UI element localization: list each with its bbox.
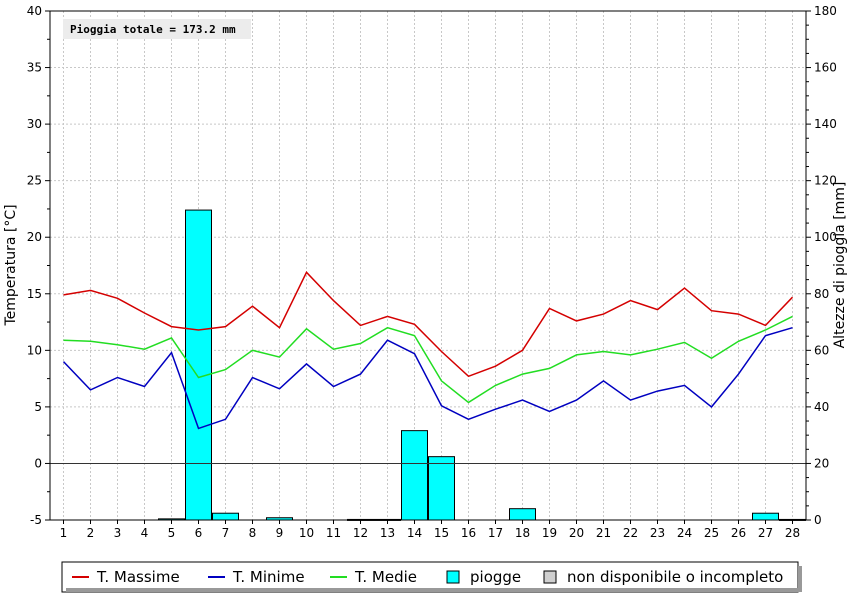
left-tick-label: 30 <box>27 117 42 131</box>
x-tick-label: 3 <box>114 526 122 540</box>
x-tick-label: 8 <box>249 526 257 540</box>
legend-label-t-massime: T. Massime <box>96 568 180 586</box>
total-rain-annotation: Pioggia totale = 173.2 mm <box>63 19 251 39</box>
rain-bar <box>212 512 239 521</box>
x-tick-label: 16 <box>461 526 476 540</box>
legend-shadow-right <box>798 566 802 592</box>
legend-swatch-piogge <box>446 570 460 584</box>
x-tick-label: 12 <box>353 526 368 540</box>
x-tick-label: 2 <box>87 526 95 540</box>
axes: -505101520253035400204060801001201401601… <box>27 4 837 540</box>
legend-frame <box>61 561 799 593</box>
series-line-t-minime <box>62 326 793 430</box>
x-tick-label: 17 <box>488 526 503 540</box>
left-tick-label: -5 <box>30 513 42 527</box>
rain-bar <box>509 508 536 521</box>
legend-swatch-non-disponibile-o-incompleto <box>543 570 557 584</box>
right-tick-label: 100 <box>814 230 837 244</box>
left-tick-label: 40 <box>27 4 42 18</box>
left-tick-label: 0 <box>34 456 42 470</box>
legend-label-t-medie: T. Medie <box>354 568 417 586</box>
x-tick-label: 19 <box>542 526 557 540</box>
right-tick-label: 60 <box>814 343 829 357</box>
right-tick-label: 80 <box>814 287 829 301</box>
left-tick-label: 5 <box>34 400 42 414</box>
rain-bar <box>428 456 455 521</box>
left-tick-label: 25 <box>27 174 42 188</box>
x-tick-label: 20 <box>569 526 584 540</box>
x-tick-label: 5 <box>168 526 176 540</box>
legend-label-non-disponibile-o-incompleto: non disponibile o incompleto <box>567 568 783 586</box>
series-line-t-medie <box>63 315 793 404</box>
annotation-text: Pioggia totale = 173.2 mm <box>70 23 236 36</box>
x-tick-label: 10 <box>299 526 314 540</box>
left-tick-label: 35 <box>27 61 42 75</box>
x-tick-label: 22 <box>623 526 638 540</box>
x-tick-label: 6 <box>195 526 203 540</box>
x-tick-label: 23 <box>650 526 665 540</box>
x-tick-label: 4 <box>141 526 149 540</box>
rain-bar <box>752 512 779 521</box>
x-tick-label: 18 <box>515 526 530 540</box>
x-tick-label: 28 <box>785 526 800 540</box>
plot-frame <box>49 10 807 521</box>
x-tick-label: 26 <box>731 526 746 540</box>
x-tick-label: 11 <box>326 526 341 540</box>
legend-label-t-minime: T. Minime <box>232 568 305 586</box>
left-tick-label: 10 <box>27 343 42 357</box>
x-tick-label: 1 <box>60 526 68 540</box>
right-tick-label: 180 <box>814 4 837 18</box>
x-tick-label: 14 <box>407 526 422 540</box>
right-tick-label: 40 <box>814 400 829 414</box>
x-tick-label: 27 <box>758 526 773 540</box>
right-axis-title: Altezze di pioggia [mm] <box>832 182 848 349</box>
right-tick-label: 0 <box>814 513 822 527</box>
annotation-background <box>63 19 251 39</box>
x-tick-label: 24 <box>677 526 692 540</box>
left-axis-title: Temperatura [°C] <box>3 204 19 326</box>
right-tick-label: 20 <box>814 456 829 470</box>
legend-label-piogge: piogge <box>470 568 521 586</box>
legend-shadow-bottom <box>66 588 802 592</box>
rain-bar <box>401 430 428 521</box>
right-tick-label: 140 <box>814 117 837 131</box>
left-tick-label: 20 <box>27 230 42 244</box>
x-tick-label: 9 <box>276 526 284 540</box>
x-tick-label: 25 <box>704 526 719 540</box>
x-tick-label: 21 <box>596 526 611 540</box>
series-line-t-massime <box>63 271 794 378</box>
x-tick-label: 13 <box>380 526 395 540</box>
legend: T. Massime T. Minime T. Medie piogge non dis… <box>61 561 802 593</box>
x-tick-label: 7 <box>222 526 230 540</box>
series-lines <box>62 271 794 430</box>
right-tick-label: 120 <box>814 174 837 188</box>
left-tick-label: 15 <box>27 287 42 301</box>
x-tick-label: 15 <box>434 526 449 540</box>
right-tick-label: 160 <box>814 61 837 75</box>
